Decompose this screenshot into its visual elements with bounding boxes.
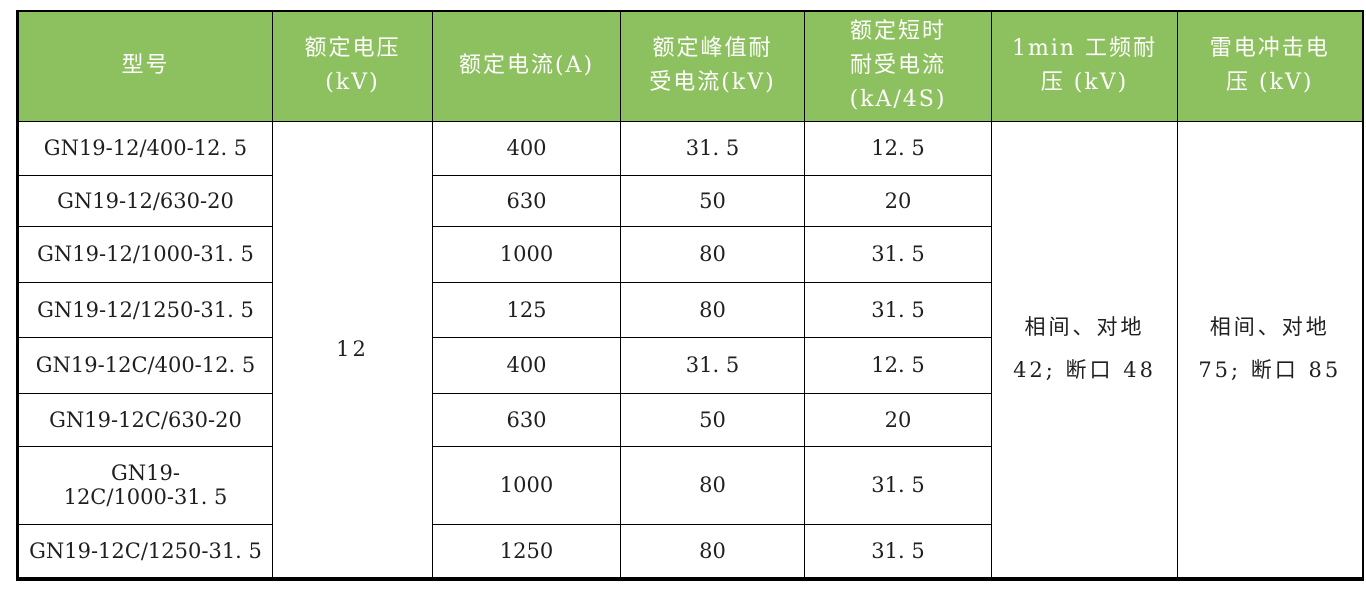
rated-current-cell: 630	[432, 392, 621, 447]
col-header-model: 型号	[17, 10, 273, 122]
model-cell: GN19-12/630-20	[17, 174, 273, 227]
short-time-cell: 31. 5	[804, 225, 992, 283]
model-cell: GN19-12/1000-31. 5	[17, 225, 273, 283]
model-cell: GN19-12/400-12. 5	[17, 120, 273, 176]
model-cell: GN19-12C/1250-31. 5	[17, 523, 273, 580]
table-row: GN19-12/400-12. 5 12 400 31. 5 12. 5 相间、…	[17, 120, 1363, 580]
col-header-rated-current: 额定电流(A)	[432, 10, 621, 122]
peak-withstand-cell: 80	[620, 445, 805, 525]
peak-withstand-cell: 31. 5	[620, 336, 805, 394]
peak-withstand-cell: 80	[620, 281, 805, 338]
header-row: 型号 额定电压 (kV) 额定电流(A) 额定峰值耐 受电流(kV) 额定短时 …	[17, 10, 1363, 122]
lightning-impulse-merged-cell: 相间、对地 75; 断口 85	[1177, 120, 1363, 580]
model-cell: GN19-12/1250-31. 5	[17, 281, 273, 338]
short-time-cell: 20	[804, 174, 992, 227]
table-row: GN19-12/630-20 630 50 20	[17, 174, 1363, 227]
table-row: GN19-12C/630-20 630 50 20	[17, 392, 1363, 447]
table-row: GN19-12C/400-12. 5 400 31. 5 12. 5	[17, 336, 1363, 394]
peak-withstand-cell: 80	[620, 523, 805, 580]
peak-withstand-cell: 80	[620, 225, 805, 283]
peak-withstand-cell: 31. 5	[620, 120, 805, 176]
model-cell: GN19-12C/400-12. 5	[17, 336, 273, 394]
short-time-cell: 12. 5	[804, 336, 992, 394]
table-row: GN19- 12C/1000-31. 5 1000 80 31. 5	[17, 445, 1363, 525]
model-cell: GN19-12C/630-20	[17, 392, 273, 447]
col-header-short-time-current: 额定短时 耐受电流 (kA/4S)	[804, 10, 992, 122]
short-time-cell: 20	[804, 392, 992, 447]
rated-current-cell: 400	[432, 120, 621, 176]
spec-table-container: 型号 额定电压 (kV) 额定电流(A) 额定峰值耐 受电流(kV) 额定短时 …	[16, 10, 1364, 581]
table-row: GN19-12C/1250-31. 5 1250 80 31. 5	[17, 523, 1363, 580]
col-header-peak-withstand-current: 额定峰值耐 受电流(kV)	[620, 10, 805, 122]
power-frequency-merged-cell: 相间、对地 42; 断口 48	[991, 120, 1178, 580]
col-header-lightning-impulse: 雷电冲击电 压 (kV)	[1177, 10, 1363, 122]
table-row: GN19-12/1250-31. 5 125 80 31. 5	[17, 281, 1363, 338]
rated-current-cell: 1000	[432, 445, 621, 525]
rated-voltage-merged-cell: 12	[272, 120, 433, 580]
short-time-cell: 31. 5	[804, 523, 992, 580]
model-cell: GN19- 12C/1000-31. 5	[17, 445, 273, 525]
short-time-cell: 31. 5	[804, 445, 992, 525]
short-time-cell: 12. 5	[804, 120, 992, 176]
peak-withstand-cell: 50	[620, 174, 805, 227]
rated-current-cell: 1250	[432, 523, 621, 580]
rated-current-cell: 125	[432, 281, 621, 338]
rated-current-cell: 1000	[432, 225, 621, 283]
table-row: GN19-12/1000-31. 5 1000 80 31. 5	[17, 225, 1363, 283]
short-time-cell: 31. 5	[804, 281, 992, 338]
peak-withstand-cell: 50	[620, 392, 805, 447]
switch-spec-table: 型号 额定电压 (kV) 额定电流(A) 额定峰值耐 受电流(kV) 额定短时 …	[16, 10, 1364, 581]
col-header-rated-voltage: 额定电压 (kV)	[272, 10, 433, 122]
rated-current-cell: 630	[432, 174, 621, 227]
col-header-power-frequency-withstand: 1min 工频耐 压 (kV)	[991, 10, 1178, 122]
rated-current-cell: 400	[432, 336, 621, 394]
